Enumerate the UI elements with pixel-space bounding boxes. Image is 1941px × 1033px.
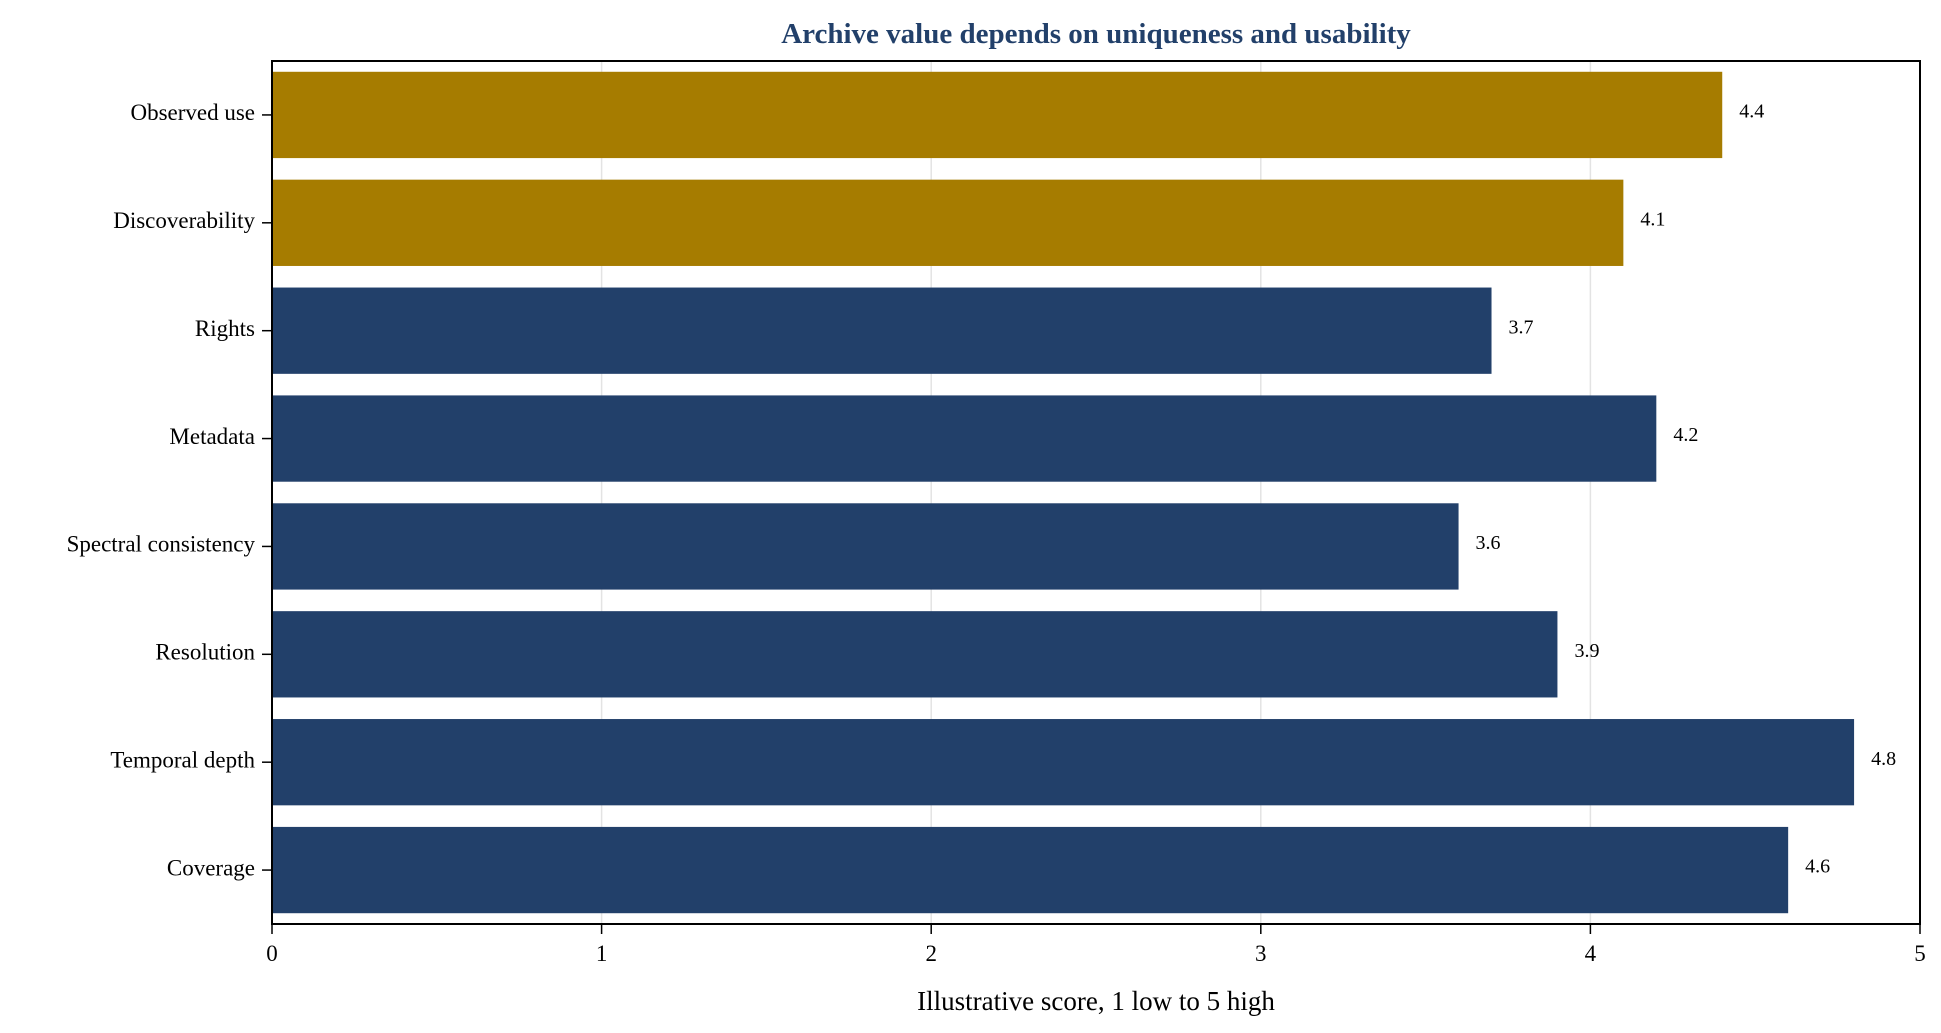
data-label: 4.6 xyxy=(1805,856,1830,878)
chart-title: Archive value depends on uniqueness and … xyxy=(781,18,1411,50)
bar xyxy=(272,71,1723,159)
bar xyxy=(272,179,1624,266)
bar xyxy=(272,287,1492,374)
y-tick-label: Discoverability xyxy=(113,208,255,233)
y-tick-label: Spectral consistency xyxy=(67,532,256,557)
bar xyxy=(272,503,1459,590)
x-tick-label: 5 xyxy=(1914,941,1926,966)
y-tick-label: Observed use xyxy=(130,100,255,125)
y-axis: Coverage Temporal depth Resolution Spectral… xyxy=(67,100,272,880)
bar xyxy=(272,719,1855,806)
bar xyxy=(272,611,1558,698)
y-tick-label: Metadata xyxy=(169,424,255,449)
x-tick-label: 0 xyxy=(266,941,278,966)
data-labels: 4.6 4.8 3.9 3.6 4.2 3.7 4.1 4.4 xyxy=(1476,101,1897,878)
x-tick-label: 3 xyxy=(1255,941,1267,966)
bars xyxy=(272,71,1855,914)
x-tick-label: 2 xyxy=(925,941,937,966)
plot-area-frame xyxy=(271,60,1921,925)
x-tick-label: 1 xyxy=(596,941,608,966)
y-tick-label: Resolution xyxy=(155,640,255,665)
data-label: 4.1 xyxy=(1640,208,1665,230)
bar xyxy=(272,826,1789,914)
y-tick-label: Coverage xyxy=(167,855,255,880)
x-axis-label: Illustrative score, 1 low to 5 high xyxy=(917,986,1275,1016)
x-axis: 0 1 2 3 4 5 xyxy=(266,924,1926,966)
data-label: 3.6 xyxy=(1476,532,1501,554)
x-tick-label: 4 xyxy=(1585,941,1597,966)
data-label: 3.7 xyxy=(1509,316,1534,338)
data-label: 4.2 xyxy=(1673,424,1698,446)
y-tick-label: Rights xyxy=(195,316,255,341)
data-label: 4.8 xyxy=(1871,748,1896,770)
data-label: 3.9 xyxy=(1574,640,1599,662)
data-label: 4.4 xyxy=(1739,101,1764,123)
y-tick-label: Temporal depth xyxy=(110,747,255,772)
bar xyxy=(272,395,1657,482)
